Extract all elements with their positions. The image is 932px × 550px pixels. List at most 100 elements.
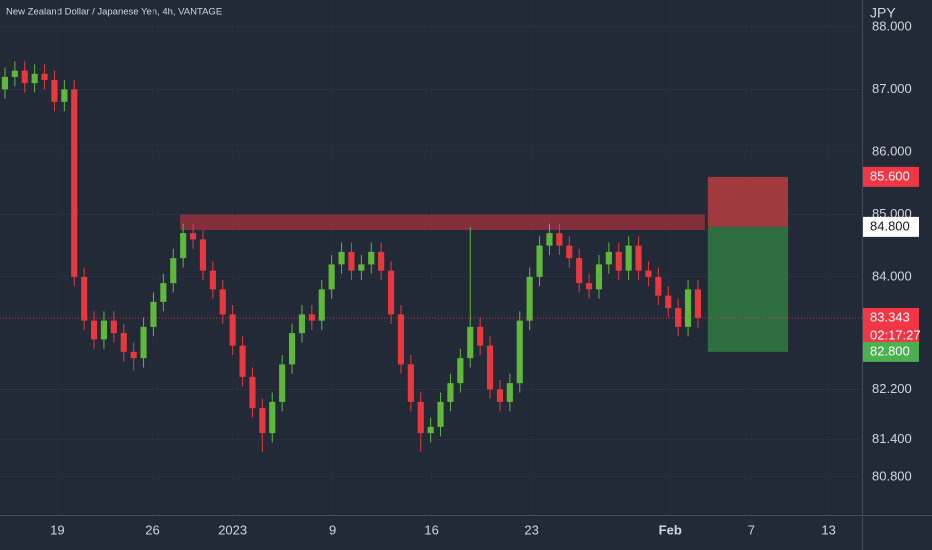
x-tick-label: 19 — [50, 522, 64, 537]
currency-label: JPY — [870, 5, 896, 21]
candle-body — [516, 320, 523, 384]
candle-body — [51, 80, 58, 102]
chart-title: New Zealand Dollar / Japanese Yen, 4h, V… — [6, 7, 222, 18]
candle-body — [378, 251, 385, 271]
candle-body — [546, 233, 553, 246]
candle-body — [694, 289, 702, 318]
y-tick-label: 87.000 — [872, 81, 912, 96]
candle-body — [259, 408, 266, 434]
candle-body — [477, 326, 484, 346]
candle-body — [31, 73, 38, 84]
candle-body — [279, 364, 286, 402]
candle-body — [170, 258, 177, 284]
candle-body — [100, 320, 108, 340]
x-tick-label: 16 — [424, 522, 438, 537]
stop-zone — [707, 176, 789, 227]
candle-body — [288, 333, 296, 365]
y-tick-label: 80.800 — [872, 468, 912, 483]
candle-body — [645, 270, 652, 277]
candle-body — [615, 251, 622, 271]
y-tick-label: 84.000 — [872, 268, 912, 283]
candle-body — [298, 314, 306, 334]
price-label-box — [863, 216, 919, 237]
price-label-box — [863, 341, 919, 362]
candle-body — [625, 245, 632, 271]
candle-body — [506, 383, 513, 402]
x-tick-label: 26 — [145, 522, 159, 537]
candle-body — [417, 401, 424, 434]
candle-body — [536, 245, 543, 277]
price-label-box — [863, 166, 919, 187]
candle-body — [308, 314, 315, 321]
candle-body — [150, 301, 157, 327]
candle-body — [576, 258, 583, 284]
y-tick-label: 86.000 — [872, 143, 912, 158]
candle-body — [229, 314, 236, 346]
candle-body — [665, 295, 672, 309]
candle-body — [1, 76, 9, 90]
candle-body — [209, 270, 216, 290]
candle-body — [90, 320, 98, 340]
candle-body — [41, 73, 48, 80]
candle-body — [189, 233, 197, 240]
price-label-box — [863, 307, 919, 346]
candle-body — [526, 276, 533, 321]
candle-body — [21, 70, 28, 84]
y-tick-label: 82.200 — [872, 381, 912, 396]
candle-body — [160, 283, 167, 302]
candle-body — [249, 376, 256, 409]
x-tick-label: 7 — [748, 522, 755, 537]
x-tick-label: Feb — [659, 522, 682, 537]
countdown-label: 02:17:27 — [870, 327, 921, 342]
candle-body — [130, 351, 137, 359]
candle-body — [269, 401, 276, 434]
candle-body — [239, 345, 246, 377]
candle-body — [486, 345, 494, 390]
candle-body — [427, 426, 434, 434]
x-tick-label: 13 — [821, 522, 835, 537]
candle-body — [467, 326, 474, 359]
candle-body — [328, 264, 335, 290]
candle-body — [635, 245, 642, 271]
candle-body — [684, 289, 692, 327]
candle-body — [556, 233, 563, 246]
candle-body — [397, 314, 405, 365]
x-tick-label: 2023 — [218, 522, 247, 537]
candle-body — [437, 401, 444, 427]
candle-body — [447, 383, 454, 402]
price-label: 83.343 — [870, 309, 910, 324]
candle-body — [605, 251, 612, 265]
candle-body — [566, 245, 573, 259]
candle-body — [348, 251, 355, 271]
y-tick-label: 88.000 — [872, 18, 912, 33]
candle-body — [318, 289, 325, 321]
candle-body — [120, 333, 127, 352]
candle-body — [387, 270, 395, 315]
candle-body — [140, 326, 147, 359]
candle-body — [595, 264, 603, 290]
y-tick-label: 81.400 — [872, 431, 912, 446]
candle-body — [368, 251, 375, 265]
candle-body — [199, 239, 207, 271]
candle-body — [11, 70, 18, 77]
candle-body — [457, 358, 464, 384]
candle-body — [585, 283, 593, 290]
candle-body — [61, 89, 68, 102]
resistance-zone — [180, 214, 705, 230]
x-tick-label: 23 — [524, 522, 538, 537]
candle-body — [407, 364, 414, 402]
candle-body — [81, 276, 88, 321]
candle-body — [71, 89, 78, 277]
candle-body — [338, 251, 345, 265]
candle-body — [219, 289, 226, 315]
price-label: 84.800 — [870, 218, 910, 233]
x-tick-label: 9 — [329, 522, 336, 537]
candle-body — [675, 308, 682, 327]
candle-body — [110, 320, 117, 334]
price-label: 82.800 — [870, 343, 910, 358]
candle-body — [655, 276, 662, 296]
candle-body — [358, 264, 365, 271]
